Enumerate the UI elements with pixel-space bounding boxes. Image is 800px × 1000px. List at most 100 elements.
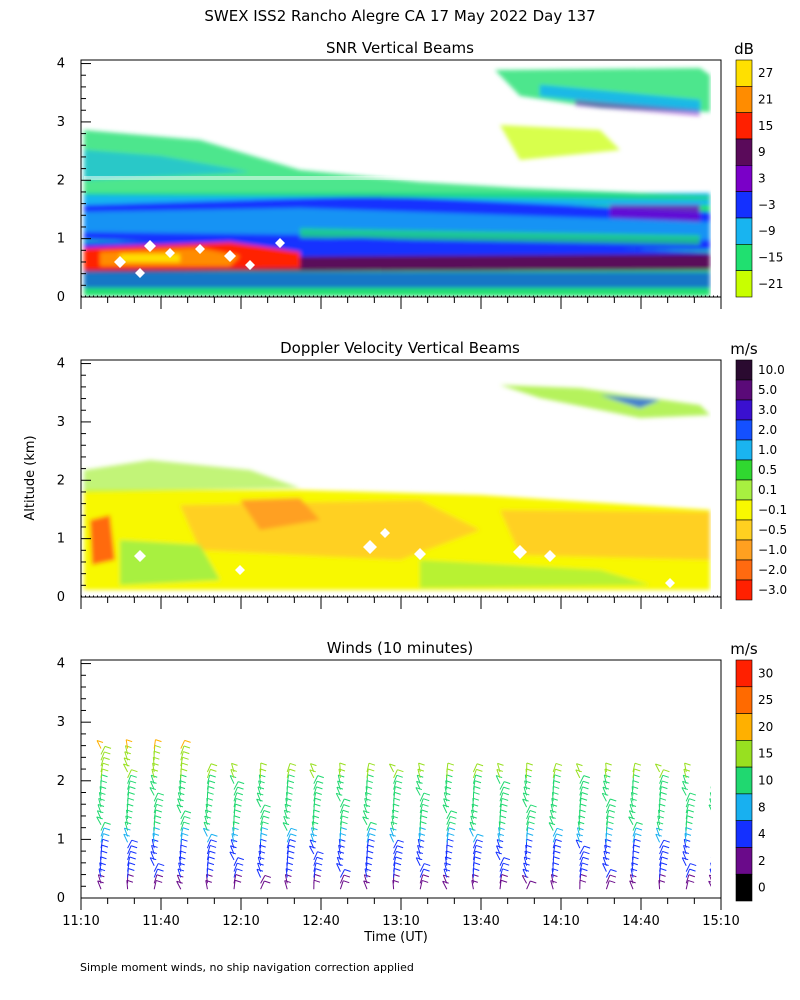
wind-barb-staff (496, 769, 501, 779)
wind-barb-staff (232, 827, 235, 837)
colorbar-segment (735, 793, 753, 821)
wind-barb-flag (634, 762, 642, 766)
wind-barb-staff (284, 804, 288, 814)
axes-layer: 01234dB27211593−3−9−15−2101234m/s10.05.0… (57, 40, 787, 929)
colorbar-label: 15 (758, 747, 773, 761)
wind-barb-flag (231, 833, 239, 837)
wind-barb-flag (415, 787, 423, 791)
wind-barb-staff (708, 804, 711, 811)
wind-barb-staff (100, 833, 104, 843)
wind-barb-flag (309, 845, 316, 849)
wind-barb-staff (99, 862, 102, 872)
wind-barb-staff (445, 850, 448, 860)
colorbar-segment (735, 713, 753, 741)
wind-barb-flag (290, 827, 298, 831)
wind-barb-flag (423, 792, 431, 796)
colorbar-label: 3 (758, 172, 766, 186)
x-tick-label: 11:10 (62, 914, 99, 929)
wind-barb-flag (258, 856, 265, 860)
wind-barb-staff (366, 827, 371, 837)
wind-barb-flag (181, 762, 189, 766)
wind-barb-flag (632, 780, 639, 784)
wind-barb-staff (100, 839, 104, 849)
wind-barb-staff (631, 786, 634, 796)
wind-barb-staff (256, 869, 262, 878)
wind-barb-staff (472, 834, 478, 843)
wind-barb-flag (131, 769, 138, 773)
wind-barb-flag (155, 809, 162, 813)
wind-barb-staff (684, 763, 687, 773)
wind-barb-flag (681, 787, 689, 791)
wind-barb-staff (393, 786, 396, 796)
wind-barb-flag (583, 845, 591, 849)
wind-barb-staff (312, 815, 315, 825)
figure-title: SWEX ISS2 Rancho Alegre CA 17 May 2022 D… (204, 7, 595, 25)
wind-barb-flag (260, 762, 267, 766)
colorbar-2: m/s10.0 5.0 3.0 2.0 1.0 0.5 0.1 −0.1 −0.5 −1.0 −2.… (730, 340, 787, 601)
wind-barb-flag (397, 769, 404, 773)
wind-barb-staff (522, 792, 528, 802)
wind-barb-staff (205, 880, 208, 890)
wind-barb-flag (178, 786, 186, 790)
wind-barb-staff (605, 762, 607, 773)
colorbar-label: −15 (758, 251, 783, 265)
wind-barb-flag (709, 868, 711, 870)
wind-barb-flag (633, 844, 641, 848)
wind-barb-flag (710, 862, 711, 864)
wind-barb-flag (420, 815, 428, 819)
wind-barb-staff (153, 809, 157, 819)
wind-barb-staff (552, 768, 556, 778)
wind-barb-staff (419, 874, 424, 884)
wind-barb-staff (712, 851, 713, 860)
wind-barb-flag (210, 839, 217, 843)
wind-barb-staff (602, 863, 607, 872)
wind-barb-staff (416, 781, 421, 790)
wind-barb-flag (264, 874, 272, 878)
wind-barb-staff (313, 862, 317, 872)
wind-barb-staff (629, 880, 634, 890)
wind-barb-staff (177, 798, 182, 808)
colorbar-segment (735, 686, 753, 714)
wind-barb-staff (260, 810, 265, 820)
wind-barb-staff (100, 763, 104, 773)
wind-barb-staff (577, 821, 581, 831)
wind-barb-staff (259, 845, 262, 855)
wind-barb-staff (98, 868, 102, 878)
wind-barb-flag (661, 780, 669, 784)
colorbar-label: −0.1 (758, 503, 787, 517)
wind-barb-flag (523, 786, 531, 790)
colorbar-label: 2.0 (758, 423, 777, 437)
wind-barb-staff (524, 850, 528, 860)
wind-barb-staff (605, 874, 611, 884)
wind-barb-staff (124, 821, 129, 831)
wind-barb-flag (556, 827, 564, 831)
colorbar-label: 25 (758, 693, 773, 707)
wind-barb-staff (499, 874, 503, 884)
wind-barb-flag (473, 862, 481, 866)
y-tick-label: 1 (57, 832, 65, 847)
colorbar-label: −3.0 (758, 583, 787, 597)
wind-barb-flag (605, 832, 613, 836)
wind-barb-staff (710, 862, 711, 867)
wind-barb-flag (708, 880, 711, 883)
doppler-green-patch (120, 540, 220, 585)
wind-barb-staff (682, 781, 687, 790)
wind-barb-flag (101, 850, 108, 854)
wind-barb-staff (499, 786, 504, 796)
wind-barb-staff (260, 827, 263, 837)
wind-barb-flag (610, 798, 617, 802)
colorbar-segment (735, 379, 753, 401)
wind-barb-staff (309, 839, 315, 849)
wind-barb-staff (471, 804, 474, 814)
wind-barb-flag (154, 744, 161, 748)
wind-barb-staff (526, 815, 530, 825)
panel-1-axes: 0 1 2 3 4 (57, 57, 722, 309)
wind-barb-staff (231, 833, 235, 843)
wind-barb-staff (179, 780, 182, 790)
wind-barb-flag (124, 821, 132, 825)
wind-barb-flag (636, 821, 643, 825)
snr-gaps (84, 176, 710, 278)
wind-barb-staff (232, 821, 235, 831)
wind-barb-flag (550, 880, 557, 884)
